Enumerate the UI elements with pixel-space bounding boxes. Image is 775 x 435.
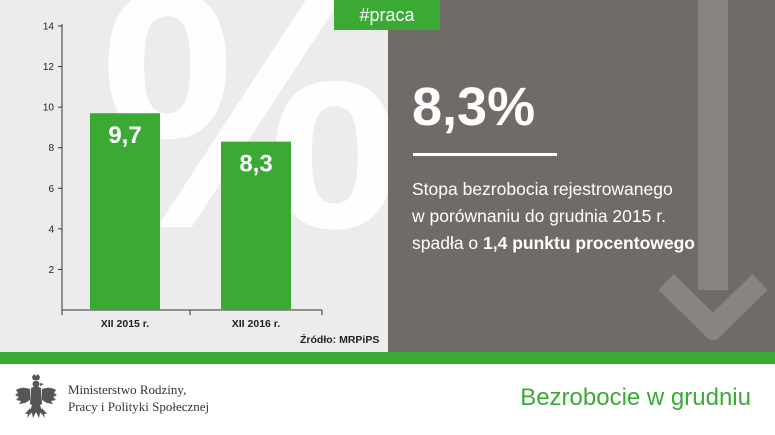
hashtag-badge: #praca bbox=[334, 0, 440, 30]
bar-chart: 2 4 6 8 10 12 14 9,7 XII 2015 r. 8,3 XII 2016 r. bbox=[43, 22, 323, 330]
down-arrow-icon bbox=[658, 0, 768, 340]
x-category-label: XII 2016 r. bbox=[232, 318, 281, 330]
bar-data-label: 9,7 bbox=[108, 122, 141, 149]
chart-panel: % bbox=[0, 0, 388, 352]
y-tick-label: 2 bbox=[48, 265, 54, 276]
description-line-3-prefix: spadła o bbox=[412, 233, 484, 253]
info-panel bbox=[388, 0, 775, 352]
x-category-label: XII 2015 r. bbox=[101, 318, 150, 330]
bar bbox=[221, 141, 291, 310]
description-line-2: w porównaniu do grudnia 2015 r. bbox=[412, 206, 666, 226]
kpi-description: Stopa bezrobocia rejestrowanego w porówn… bbox=[412, 176, 762, 257]
bar bbox=[90, 113, 160, 310]
bar-data-label: 8,3 bbox=[239, 151, 272, 178]
y-tick-label: 6 bbox=[48, 184, 54, 195]
ministry-name: Ministerstwo Rodziny, Pracy i Polityki S… bbox=[68, 381, 209, 415]
y-tick-label: 12 bbox=[43, 62, 55, 73]
kpi-underline bbox=[413, 153, 557, 156]
description-line-3-bold: 1,4 punktu procentowego bbox=[483, 233, 695, 253]
y-tick-label: 8 bbox=[48, 143, 54, 154]
description-line-3: spadła o 1,4 punktu procentowego bbox=[412, 230, 762, 257]
source-note: Źródło: MRPiPS bbox=[300, 334, 380, 346]
description-line-1: Stopa bezrobocia rejestrowanego bbox=[412, 179, 673, 199]
y-tick-label: 4 bbox=[48, 224, 54, 235]
ministry-line-1: Ministerstwo Rodziny, bbox=[68, 382, 187, 397]
footer bbox=[0, 364, 775, 435]
y-tick-label: 10 bbox=[43, 103, 55, 114]
footer-title: Bezrobocie w grudniu bbox=[520, 384, 751, 411]
polish-eagle-emblem-icon bbox=[15, 374, 57, 418]
green-divider-band bbox=[0, 352, 775, 364]
kpi-value: 8,3% bbox=[412, 77, 536, 137]
y-tick-label: 14 bbox=[43, 22, 55, 33]
ministry-line-2: Pracy i Polityki Społecznej bbox=[68, 399, 210, 414]
